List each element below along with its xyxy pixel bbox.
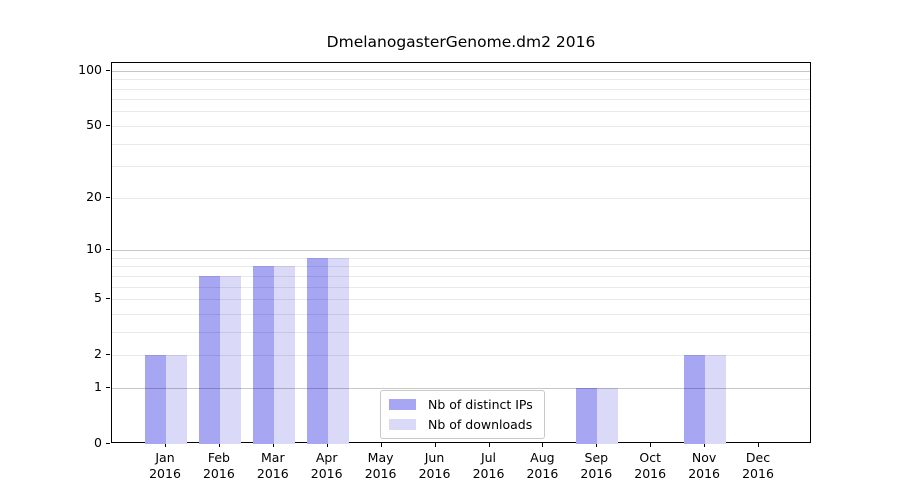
x-tick-label-line: 2016 [526, 465, 559, 481]
bar-downloads [273, 266, 295, 444]
x-tick-label: Feb 2016 [187, 450, 251, 481]
x-tick-label-line: 2016 [364, 465, 397, 481]
y-tick-label: 2 [94, 346, 102, 362]
y-tick-label: 20 [86, 188, 102, 204]
x-tick-label-line: 2016 [688, 465, 720, 481]
x-tick-label-line: Aug [530, 450, 555, 465]
x-tick-mark [434, 443, 436, 447]
x-tick-label-line: Jul [480, 450, 497, 465]
bar-distinct-ips [576, 387, 598, 444]
x-tick-label-line: 2016 [256, 465, 289, 481]
chart-title: DmelanogasterGenome.dm2 2016 [326, 33, 596, 51]
x-tick-label-line: 2016 [580, 465, 613, 481]
y-tick-label: 50 [86, 116, 102, 132]
bar-downloads [597, 387, 619, 444]
x-tick-label-line: Jun [424, 450, 445, 465]
x-tick-label-line: 2016 [310, 465, 343, 481]
bar-distinct-ips [306, 257, 328, 444]
x-tick-mark [272, 443, 274, 447]
gridline-major [112, 70, 810, 72]
gridline-minor [112, 79, 810, 81]
y-tick-mark [106, 124, 110, 126]
x-tick-label: Mar 2016 [241, 450, 305, 481]
y-tick-mark [106, 298, 110, 299]
x-tick-label: Jan 2016 [133, 450, 197, 481]
x-tick-mark [488, 443, 490, 447]
x-tick-mark [380, 443, 382, 447]
x-tick-label-line: 2016 [202, 465, 235, 481]
x-tick-label-line: Mar [261, 450, 285, 465]
legend-label: Nb of downloads [428, 417, 533, 432]
gridline-minor [112, 257, 810, 259]
gridline-minor [112, 266, 810, 268]
legend-swatch-downloads [389, 419, 416, 430]
x-tick-label-line: Oct [639, 450, 661, 465]
gridline-minor [112, 197, 810, 199]
y-tick-mark [106, 196, 110, 198]
x-tick-label: Sep 2016 [564, 450, 628, 481]
legend-row: Nb of distinct IPs [389, 397, 536, 413]
x-tick-label: Dec 2016 [726, 450, 790, 481]
x-tick-label-line: May [367, 450, 394, 465]
legend-row: Nb of downloads [389, 417, 536, 433]
x-tick-label-line: Dec [745, 450, 771, 465]
x-tick-label: Oct 2016 [618, 450, 682, 481]
x-tick-label-line: Feb [207, 450, 230, 465]
gridline-minor [112, 125, 810, 127]
bar-downloads [705, 355, 727, 444]
y-tick-label: 100 [78, 61, 102, 77]
y-tick-mark [106, 354, 110, 356]
y-tick-label: 5 [94, 290, 102, 305]
y-tick-label: 0 [94, 435, 102, 450]
x-tick-label-line: Sep [584, 450, 609, 465]
bar-downloads [327, 257, 349, 444]
x-tick-label-line: 2016 [149, 465, 181, 481]
gridline-minor [112, 143, 810, 145]
x-tick-label-line: Apr [315, 450, 338, 465]
x-tick-label-line: 2016 [418, 465, 451, 481]
bar-distinct-ips [252, 266, 274, 444]
legend: Nb of distinct IPs Nb of downloads [380, 390, 545, 439]
bar-downloads [219, 275, 241, 444]
x-tick-label-line: 2016 [634, 465, 667, 481]
gridline-minor [112, 88, 810, 90]
y-tick-mark [106, 443, 110, 444]
x-tick-label-line: 2016 [742, 465, 774, 481]
x-tick-label: Jun 2016 [403, 450, 467, 481]
bar-distinct-ips [684, 355, 706, 444]
x-tick-mark [218, 443, 220, 447]
x-tick-mark [326, 443, 328, 447]
x-tick-label: May 2016 [349, 450, 413, 481]
x-tick-mark [704, 443, 706, 447]
y-tick-mark [106, 69, 110, 71]
x-tick-mark [596, 443, 598, 447]
bar-distinct-ips [145, 355, 166, 444]
x-tick-mark [165, 443, 166, 447]
legend-label: Nb of distinct IPs [428, 397, 533, 412]
y-tick-mark [106, 386, 110, 388]
gridline-minor [112, 166, 810, 168]
x-tick-label: Jul 2016 [457, 450, 521, 481]
x-tick-label: Nov 2016 [672, 450, 736, 481]
x-tick-label-line: Jan [155, 450, 175, 465]
x-tick-mark [650, 443, 652, 447]
bar-downloads [166, 355, 187, 444]
y-tick-mark [106, 249, 110, 250]
bar-distinct-ips [198, 275, 220, 444]
x-tick-label-line: 2016 [472, 465, 505, 481]
gridline-major [112, 250, 810, 251]
x-tick-label: Apr 2016 [295, 450, 359, 481]
legend-swatch-distinct-ips [389, 399, 416, 410]
y-tick-label: 10 [86, 241, 102, 256]
gridline-minor [112, 111, 810, 113]
y-tick-label: 1 [94, 378, 102, 394]
x-tick-label: Aug 2016 [510, 450, 574, 481]
x-tick-mark [542, 443, 544, 447]
plot-area: Nb of distinct IPs Nb of downloads [111, 62, 811, 444]
gridline-minor [112, 99, 810, 101]
x-tick-mark [758, 443, 759, 447]
x-tick-label-line: Nov [691, 450, 717, 465]
